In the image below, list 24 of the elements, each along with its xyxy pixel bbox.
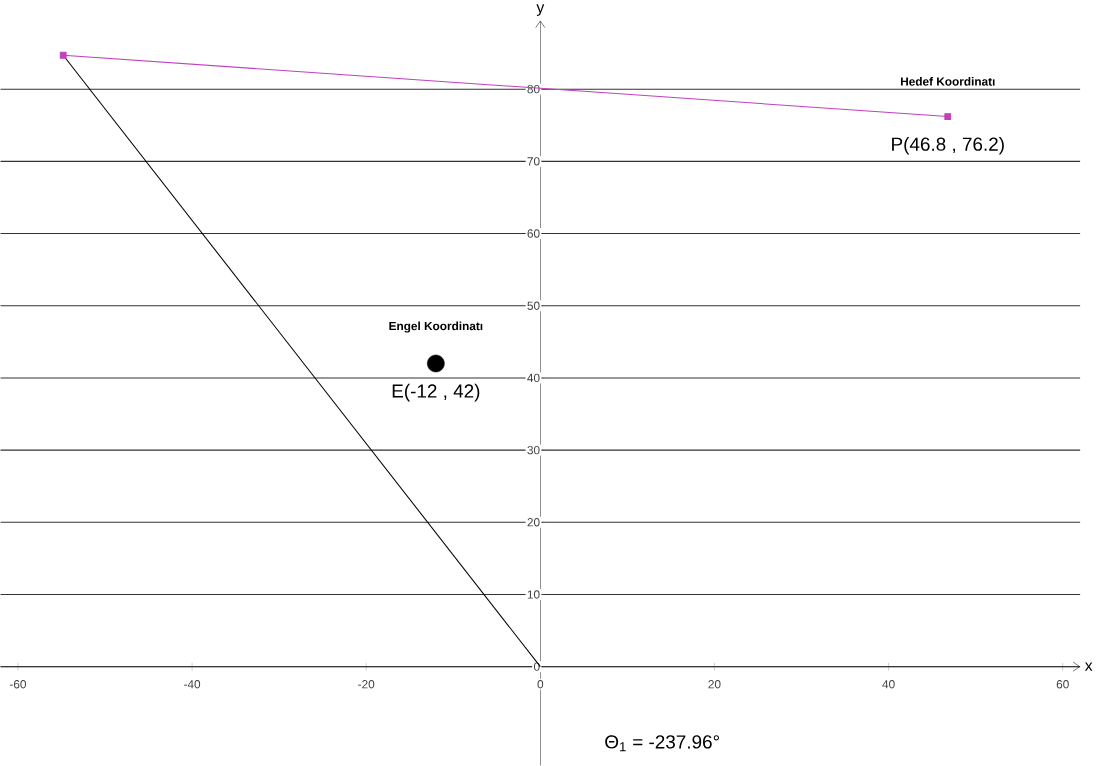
point — [59, 51, 67, 59]
x-tick-label: -60 — [9, 680, 27, 689]
point — [427, 354, 445, 373]
y-axis-title: y — [536, 4, 545, 17]
y-tick-label: 60 — [527, 229, 540, 238]
point — [944, 113, 952, 121]
y-tick-label: 10 — [527, 590, 540, 599]
y-tick-label: 0 — [533, 662, 540, 671]
x-axis-title: x — [1084, 662, 1093, 671]
y-tick-label: 50 — [527, 301, 540, 310]
annotation: P(46.8 , 76.2) — [892, 137, 1004, 155]
x-tick-label: 20 — [708, 680, 721, 689]
annotation: Θ$_{1}$ = -237.96° — [605, 735, 719, 752]
x-tick-label: -40 — [184, 680, 201, 689]
annotation: Engel Koordinatı — [389, 321, 483, 333]
x-tick-label: -20 — [358, 680, 375, 689]
y-tick-label: 40 — [527, 373, 540, 383]
x-tick-label: 40 — [882, 680, 895, 689]
y-tick-label: 20 — [527, 518, 540, 527]
x-tick-label: 60 — [1056, 680, 1069, 689]
y-tick-label: 30 — [527, 446, 540, 455]
y-tick-label: 70 — [527, 157, 540, 166]
annotation: E(-12 , 42) — [392, 383, 480, 402]
annotation: Hedef Koordinatı — [901, 77, 995, 86]
